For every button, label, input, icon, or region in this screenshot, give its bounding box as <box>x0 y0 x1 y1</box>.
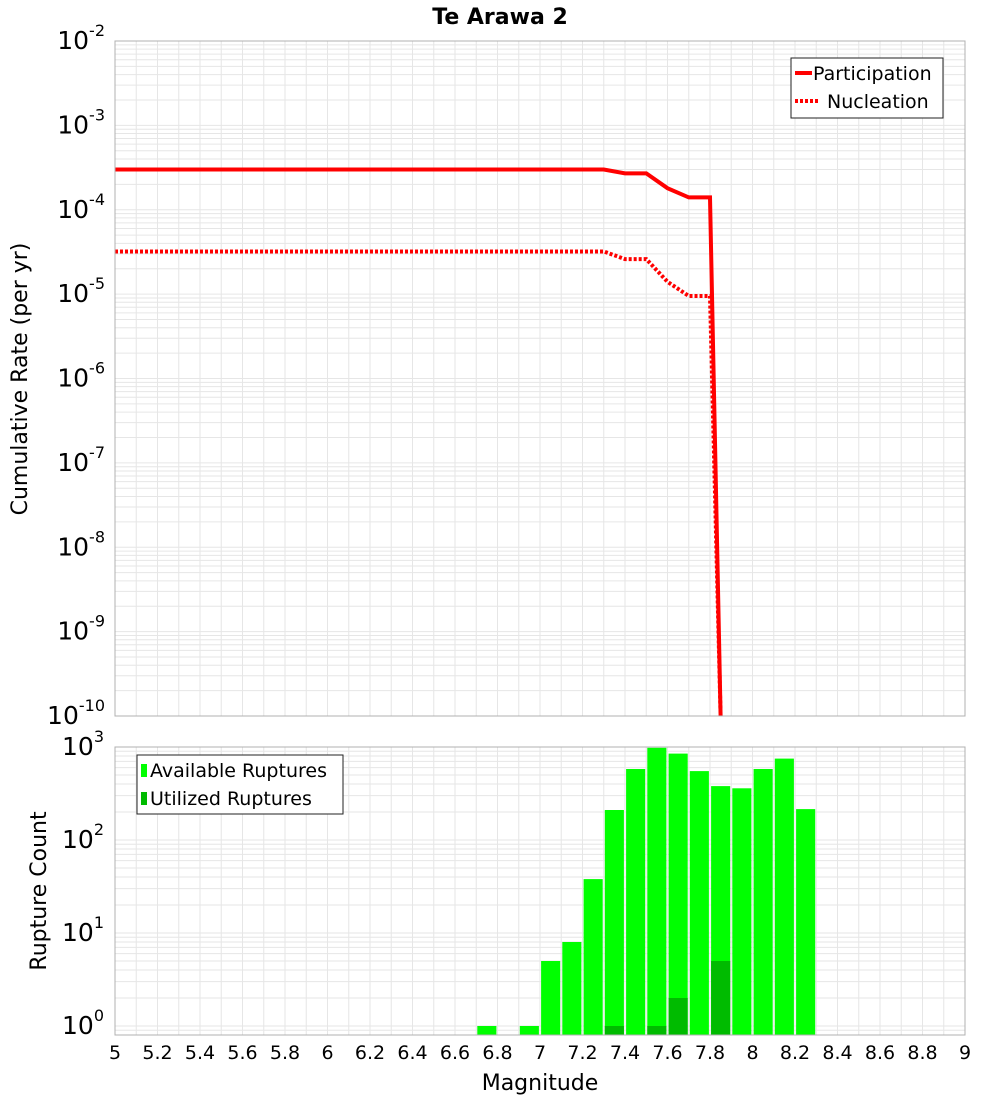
count-y-tick-label: 102 <box>62 820 104 854</box>
legend-utilized-swatch <box>141 792 147 805</box>
available-rupture-bar <box>583 879 603 1035</box>
magnitude-tick-label: 7.2 <box>567 1042 597 1064</box>
rate-panel: 10-10 10-9 10-8 10-7 10-6 10-5 10-4 10-3 10-2 Cu… <box>8 21 966 730</box>
count-legend-box <box>136 754 344 815</box>
magnitude-tick-label: 9 <box>959 1042 971 1064</box>
available-rupture-bar <box>519 1026 539 1035</box>
magnitude-tick-label: 7.6 <box>652 1042 682 1064</box>
legend-available-swatch <box>141 764 147 777</box>
rate-y-tick-label: 10-4 <box>57 190 105 224</box>
rate-y-tick-label: 10-6 <box>57 359 105 393</box>
rate-legend-box <box>790 57 944 119</box>
available-rupture-bar <box>541 961 561 1035</box>
nucleation-line <box>115 249 723 717</box>
magnitude-tick-label: 8.8 <box>907 1042 937 1064</box>
count-plot-frame <box>114 746 966 1036</box>
magnitude-tick-label: 5.6 <box>227 1042 257 1064</box>
participation-line <box>115 167 723 717</box>
magnitude-tick-label: 8.4 <box>822 1042 852 1064</box>
utilized-rupture-bar <box>668 998 688 1035</box>
magnitude-tick-label: 5 <box>109 1042 121 1064</box>
magnitude-tick-label: 8 <box>746 1042 758 1064</box>
magnitude-tick-label: 6.2 <box>355 1042 385 1064</box>
x-axis-label: Magnitude <box>482 1071 599 1096</box>
legend-nucleation-label: Nucleation <box>827 91 929 113</box>
available-rupture-bar <box>477 1026 497 1035</box>
magnitude-tick-label: 7 <box>534 1042 546 1064</box>
magnitude-tick-label: 6.4 <box>397 1042 427 1064</box>
rate-y-tick-label: 10-7 <box>57 443 105 477</box>
count-bars <box>477 747 816 1035</box>
magnitude-tick-label: 5.2 <box>142 1042 172 1064</box>
available-rupture-bar <box>668 753 688 1035</box>
legend-utilized-label: Utilized Ruptures <box>150 788 312 810</box>
magnitude-tick-label: 7.8 <box>695 1042 725 1064</box>
rate-gridlines <box>114 40 966 717</box>
available-rupture-bar <box>647 747 667 1035</box>
available-rupture-bar <box>626 769 646 1035</box>
rate-series <box>115 167 723 717</box>
rate-y-tick-label: 10-3 <box>57 105 105 139</box>
utilized-rupture-bar <box>711 961 731 1035</box>
count-y-tick-label: 100 <box>62 1006 104 1040</box>
magnitude-tick-label: 6.6 <box>440 1042 470 1064</box>
magnitude-tick-label: 7.4 <box>610 1042 640 1064</box>
rate-legend: Participation Nucleation <box>790 57 944 119</box>
available-rupture-bar <box>562 942 582 1035</box>
available-rupture-bar <box>604 810 624 1035</box>
utilized-rupture-bar <box>647 1026 667 1035</box>
count-panel: 100 101 102 103 5 5.2 5.4 5.6 5.8 6 6.2 6.4 6.6 6.8 7… <box>27 727 971 1096</box>
magnitude-x-tick-labels: 5 5.2 5.4 5.6 5.8 6 6.2 6.4 6.6 6.8 7 7.2 7.4 7.6 7.8 8… <box>109 1042 971 1064</box>
available-rupture-bar <box>796 809 816 1035</box>
magnitude-tick-label: 6 <box>321 1042 333 1064</box>
rate-y-axis-label: Cumulative Rate (per yr) <box>8 243 33 516</box>
rate-plot-frame <box>114 40 966 717</box>
chart-title: Te Arawa 2 <box>432 5 568 30</box>
rate-y-tick-labels: 10-10 10-9 10-8 10-7 10-6 10-5 10-4 10-3 10-2 <box>47 21 105 730</box>
count-y-axis-label: Rupture Count <box>27 811 52 971</box>
magnitude-tick-label: 8.2 <box>780 1042 810 1064</box>
available-rupture-bar <box>774 758 794 1035</box>
magnitude-tick-label: 6.8 <box>482 1042 512 1064</box>
legend-available-label: Available Ruptures <box>150 760 327 782</box>
available-rupture-bar <box>753 769 773 1035</box>
count-y-tick-labels: 100 101 102 103 <box>62 727 104 1040</box>
available-rupture-bar <box>689 771 709 1035</box>
magnitude-tick-label: 5.8 <box>270 1042 300 1064</box>
utilized-rupture-bar <box>604 1026 624 1035</box>
rate-y-tick-label: 10-5 <box>57 274 105 308</box>
rate-y-tick-label: 10-2 <box>57 21 105 55</box>
rate-y-tick-label: 10-10 <box>47 696 105 730</box>
count-y-tick-label: 101 <box>62 913 104 947</box>
count-y-tick-label: 103 <box>62 727 104 761</box>
magnitude-tick-label: 5.4 <box>185 1042 215 1064</box>
rate-y-tick-label: 10-8 <box>57 527 105 561</box>
legend-participation-label: Participation <box>813 63 932 85</box>
magnitude-tick-label: 8.6 <box>865 1042 895 1064</box>
count-legend: Available Ruptures Utilized Ruptures <box>136 754 344 815</box>
rate-y-tick-label: 10-9 <box>57 612 105 646</box>
available-rupture-bar <box>732 788 752 1035</box>
